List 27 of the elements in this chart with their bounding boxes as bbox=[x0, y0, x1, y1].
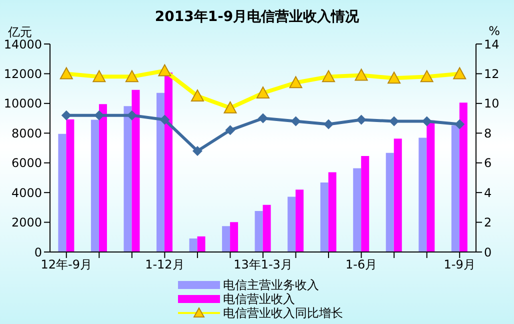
y2-axis-title: % bbox=[488, 24, 500, 38]
y2-tick-label: 12 bbox=[484, 66, 500, 81]
legend-label: 电信营业收入 bbox=[223, 292, 295, 306]
legend-label: 电信营业收入同比增长 bbox=[223, 306, 343, 320]
y2-tick-label: 6 bbox=[484, 156, 492, 170]
y2-tick-label: 2 bbox=[484, 216, 492, 230]
x-tick-label: 1-12月 bbox=[145, 258, 184, 272]
y-tick-label: 8000 bbox=[11, 126, 42, 140]
chart-title: 2013年1-9月电信营业收入情况 bbox=[154, 9, 360, 25]
x-tick-label: 13年1-3月 bbox=[234, 258, 292, 272]
y-tick-label: 0 bbox=[34, 245, 42, 260]
y-tick-label: 10000 bbox=[4, 96, 42, 111]
y-tick-label: 2000 bbox=[11, 216, 42, 230]
y2-tick-label: 8 bbox=[484, 126, 492, 140]
y2-tick-label: 0 bbox=[484, 245, 492, 260]
x-tick-label: 1-9月 bbox=[444, 258, 476, 272]
y2-tick-label: 10 bbox=[484, 96, 500, 111]
y-tick-label: 14000 bbox=[4, 37, 42, 52]
y-tick-label: 6000 bbox=[11, 156, 42, 170]
y-tick-label: 12000 bbox=[4, 66, 42, 81]
legend-label: 电信主营业务收入 bbox=[223, 278, 319, 292]
y-axis-title: 亿元 bbox=[8, 24, 32, 40]
x-tick-label: 12年-9月 bbox=[40, 258, 92, 272]
y2-tick-label: 14 bbox=[484, 37, 500, 52]
x-tick-label: 1-6月 bbox=[346, 258, 378, 272]
y2-tick-label: 4 bbox=[484, 186, 492, 200]
y-tick-label: 4000 bbox=[11, 186, 42, 200]
